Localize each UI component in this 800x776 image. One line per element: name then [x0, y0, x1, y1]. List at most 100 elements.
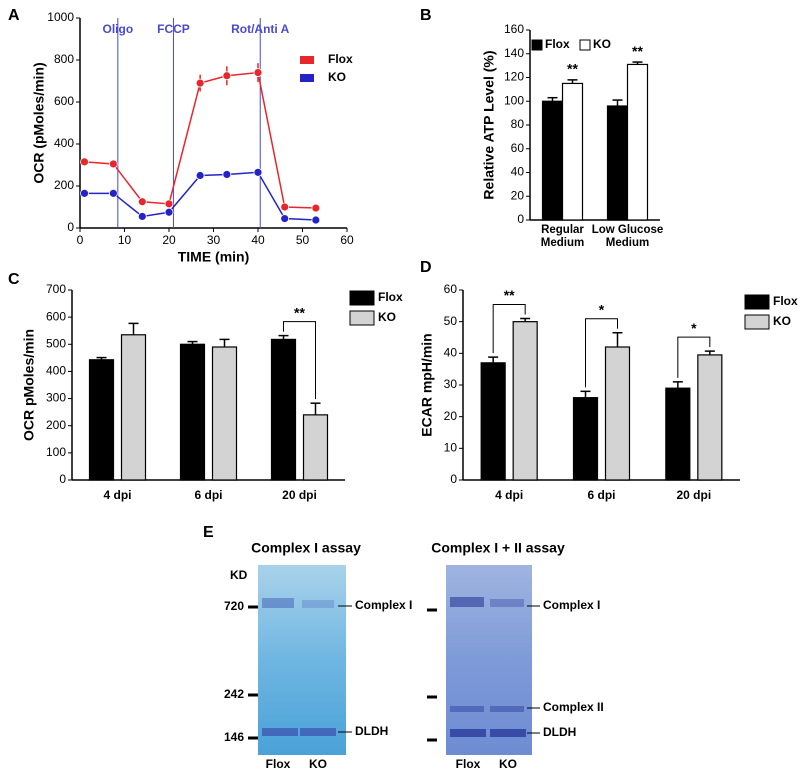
- band-arrows: [338, 605, 540, 734]
- bar: [665, 387, 691, 481]
- data-point: [222, 170, 232, 179]
- y-tick-label: 140: [504, 46, 524, 60]
- legend-swatch: [349, 290, 375, 306]
- y-tick-label: 400: [46, 364, 66, 378]
- lane-label: KO: [309, 757, 327, 771]
- data-point: [80, 157, 89, 167]
- panel-label: B: [420, 7, 432, 24]
- y-tick-label: 120: [504, 70, 524, 84]
- gel-panel: E Complex I assay Complex I + II assay K…: [203, 524, 604, 771]
- significance-label: **: [567, 61, 578, 77]
- legend-swatch: [349, 310, 375, 326]
- x-tick-label: 0: [77, 233, 84, 247]
- legend-swatch: [531, 39, 543, 51]
- y-axis-label: OCR (pMoles/min): [31, 62, 47, 183]
- legend-swatch: [744, 314, 770, 330]
- legend-swatch: [300, 56, 314, 64]
- legend-swatch: [579, 39, 591, 51]
- event-label: FCCP: [157, 22, 190, 36]
- y-axis-label: ECAR mpH/min: [419, 333, 435, 436]
- band-label: Complex I: [543, 598, 600, 612]
- assay-title: Complex I assay: [251, 540, 361, 556]
- bar: [270, 338, 297, 481]
- panel-label: A: [8, 7, 20, 24]
- y-tick-label: 200: [46, 418, 66, 432]
- y-tick-label: 400: [54, 136, 74, 150]
- bar: [561, 82, 584, 221]
- legend-swatch: [744, 294, 770, 310]
- lane-label: KO: [499, 757, 517, 771]
- x-tick-label: 30: [207, 233, 221, 247]
- x-tick-label: Low Glucose Medium: [591, 224, 664, 249]
- bar: [179, 343, 206, 481]
- data-point: [108, 188, 118, 198]
- marker-label: 146: [224, 730, 244, 744]
- y-tick-label: 160: [504, 22, 524, 36]
- panel-label: D: [420, 259, 432, 276]
- significance-label: **: [632, 43, 643, 59]
- y-tick-label: 80: [511, 117, 525, 131]
- data-point: [280, 202, 290, 212]
- legend-label: KO: [773, 314, 791, 328]
- bar: [697, 354, 723, 481]
- y-tick-label: 0: [67, 220, 74, 234]
- gel-bands: [450, 597, 526, 737]
- data-point: [253, 167, 263, 177]
- y-tick-label: 100: [504, 93, 524, 107]
- x-tick-label: 10: [118, 233, 132, 247]
- y-tick-label: 60: [444, 282, 458, 296]
- y-tick-label: 600: [54, 94, 74, 108]
- y-tick-label: 50: [444, 314, 458, 328]
- legend-label: Flox: [328, 52, 353, 66]
- x-tick-label: 40: [251, 233, 265, 247]
- data-point: [80, 188, 89, 198]
- y-tick-label: 30: [444, 377, 458, 391]
- marker-unit: KD: [230, 568, 248, 582]
- lane-label: Flox: [456, 757, 481, 771]
- x-tick-label: 20 dpi: [282, 488, 317, 502]
- marker-label: 720: [224, 599, 244, 613]
- legend-label: KO: [378, 310, 396, 324]
- data-point: [164, 199, 174, 209]
- bar: [302, 414, 329, 481]
- y-tick-label: 300: [46, 391, 66, 405]
- data-point: [137, 212, 147, 221]
- y-tick-label: 0: [59, 472, 66, 486]
- gel-bands: [262, 598, 336, 736]
- significance-bracket: [585, 318, 618, 388]
- y-tick-label: 0: [517, 212, 524, 226]
- significance-label: **: [504, 287, 515, 303]
- bar: [120, 334, 147, 481]
- band-label: DLDH: [543, 725, 576, 739]
- x-tick-label: 20 dpi: [676, 488, 711, 502]
- gel-image: [258, 565, 346, 755]
- y-tick-label: 800: [54, 52, 74, 66]
- data-point: [137, 197, 147, 207]
- y-tick-label: 60: [511, 141, 525, 155]
- data-point: [280, 214, 290, 223]
- x-tick-label: 60: [340, 233, 354, 247]
- y-tick-label: 20: [511, 188, 525, 202]
- x-tick-label: 50: [296, 233, 310, 247]
- legend-label: Flox: [545, 37, 570, 51]
- panel-label: E: [203, 524, 214, 541]
- data-point: [311, 215, 321, 225]
- panel-label: C: [8, 271, 20, 288]
- y-tick-label: 1000: [47, 10, 74, 24]
- x-tick-label: 20: [162, 233, 176, 247]
- assay-title: Complex I + II assay: [431, 540, 565, 556]
- band-label: Complex I: [355, 598, 412, 612]
- data-point: [195, 171, 205, 180]
- data-point: [108, 159, 118, 169]
- y-tick-label: 500: [46, 336, 66, 350]
- y-tick-label: 40: [444, 346, 458, 360]
- legend-label: KO: [328, 70, 346, 84]
- data-point: [222, 71, 232, 81]
- x-tick-label: 4 dpi: [495, 488, 523, 502]
- y-axis-label: OCR pMoles/min: [21, 329, 37, 441]
- x-tick-label: 6 dpi: [194, 488, 222, 502]
- data-point: [195, 78, 205, 88]
- bar: [88, 359, 115, 481]
